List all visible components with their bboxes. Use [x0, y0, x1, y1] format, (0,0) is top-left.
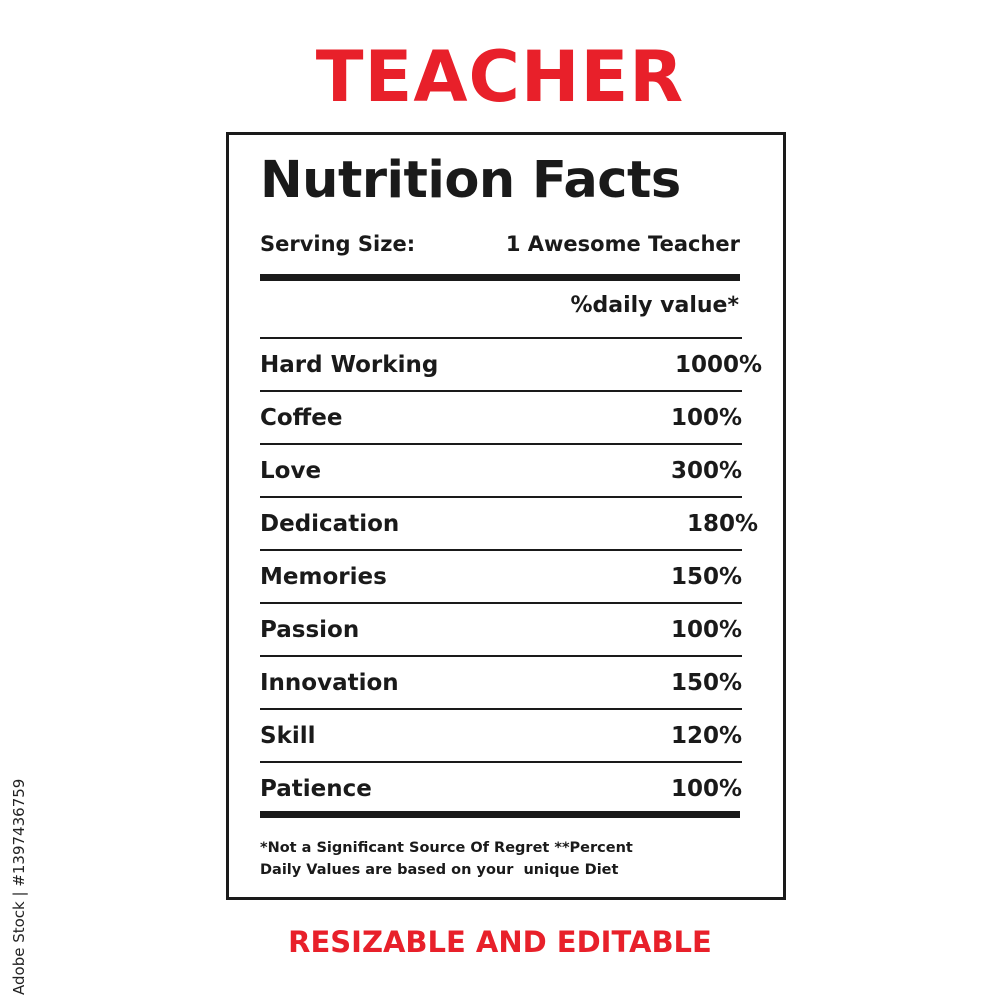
nutrient-name: Patience: [260, 775, 372, 802]
nutrient-value: 1000%: [674, 351, 762, 378]
nutrient-value: 100%: [670, 616, 742, 643]
nutrient-name: Hard Working: [260, 351, 439, 378]
footnote-line: *Not a Significant Source Of Regret **Pe…: [260, 840, 633, 856]
nutrient-value: 300%: [670, 457, 742, 484]
nutrient-list: Hard Working 1000% Coffee 100% Love 300% De…: [260, 337, 762, 814]
nutrient-name: Coffee: [260, 404, 343, 431]
nutrient-row: Love 300%: [260, 443, 742, 496]
nutrient-row: Innovation 150%: [260, 655, 742, 708]
serving-size-value: 1 Awesome Teacher: [505, 232, 740, 256]
nutrient-row: Passion 100%: [260, 602, 742, 655]
watermark: Adobe Stock | #1397436759: [10, 778, 28, 995]
nutrient-name: Dedication: [260, 510, 400, 537]
nutrient-name: Love: [260, 457, 322, 484]
nutrient-value: 100%: [670, 775, 742, 802]
nutrient-value: 120%: [670, 722, 742, 749]
bottom-thick-divider: [260, 811, 740, 818]
nutrient-row: Skill 120%: [260, 708, 742, 761]
nutrient-value: 100%: [670, 404, 742, 431]
nutrient-value: 150%: [670, 669, 742, 696]
nutrient-value: 180%: [686, 510, 758, 537]
nutrient-row: Patience 100%: [260, 761, 742, 814]
nutrition-label: Nutrition Facts Serving Size: 1 Awesome …: [226, 132, 786, 900]
nutrient-name: Skill: [260, 722, 316, 749]
nutrient-row: Memories 150%: [260, 549, 742, 602]
subheadline: RESIZABLE AND EDITABLE: [288, 925, 712, 959]
nutrient-name: Memories: [260, 563, 387, 590]
thick-divider: [260, 274, 740, 281]
nutrient-row: Dedication 180%: [260, 496, 758, 549]
nutrient-row: Coffee 100%: [260, 390, 742, 443]
daily-value-header: %daily value*: [570, 293, 739, 318]
nutrient-row: Hard Working 1000%: [260, 337, 762, 390]
footnote: *Not a Significant Source Of Regret **Pe…: [260, 837, 633, 881]
nutrient-value: 150%: [670, 563, 742, 590]
serving-size-label: Serving Size:: [260, 232, 416, 256]
nutrient-name: Passion: [260, 616, 360, 643]
headline: TEACHER: [315, 36, 685, 118]
footnote-line: Daily Values are based on your unique Di…: [260, 862, 619, 878]
nutrient-name: Innovation: [260, 669, 399, 696]
label-title: Nutrition Facts: [260, 151, 681, 210]
serving-size: Serving Size: 1 Awesome Teacher: [260, 232, 740, 256]
